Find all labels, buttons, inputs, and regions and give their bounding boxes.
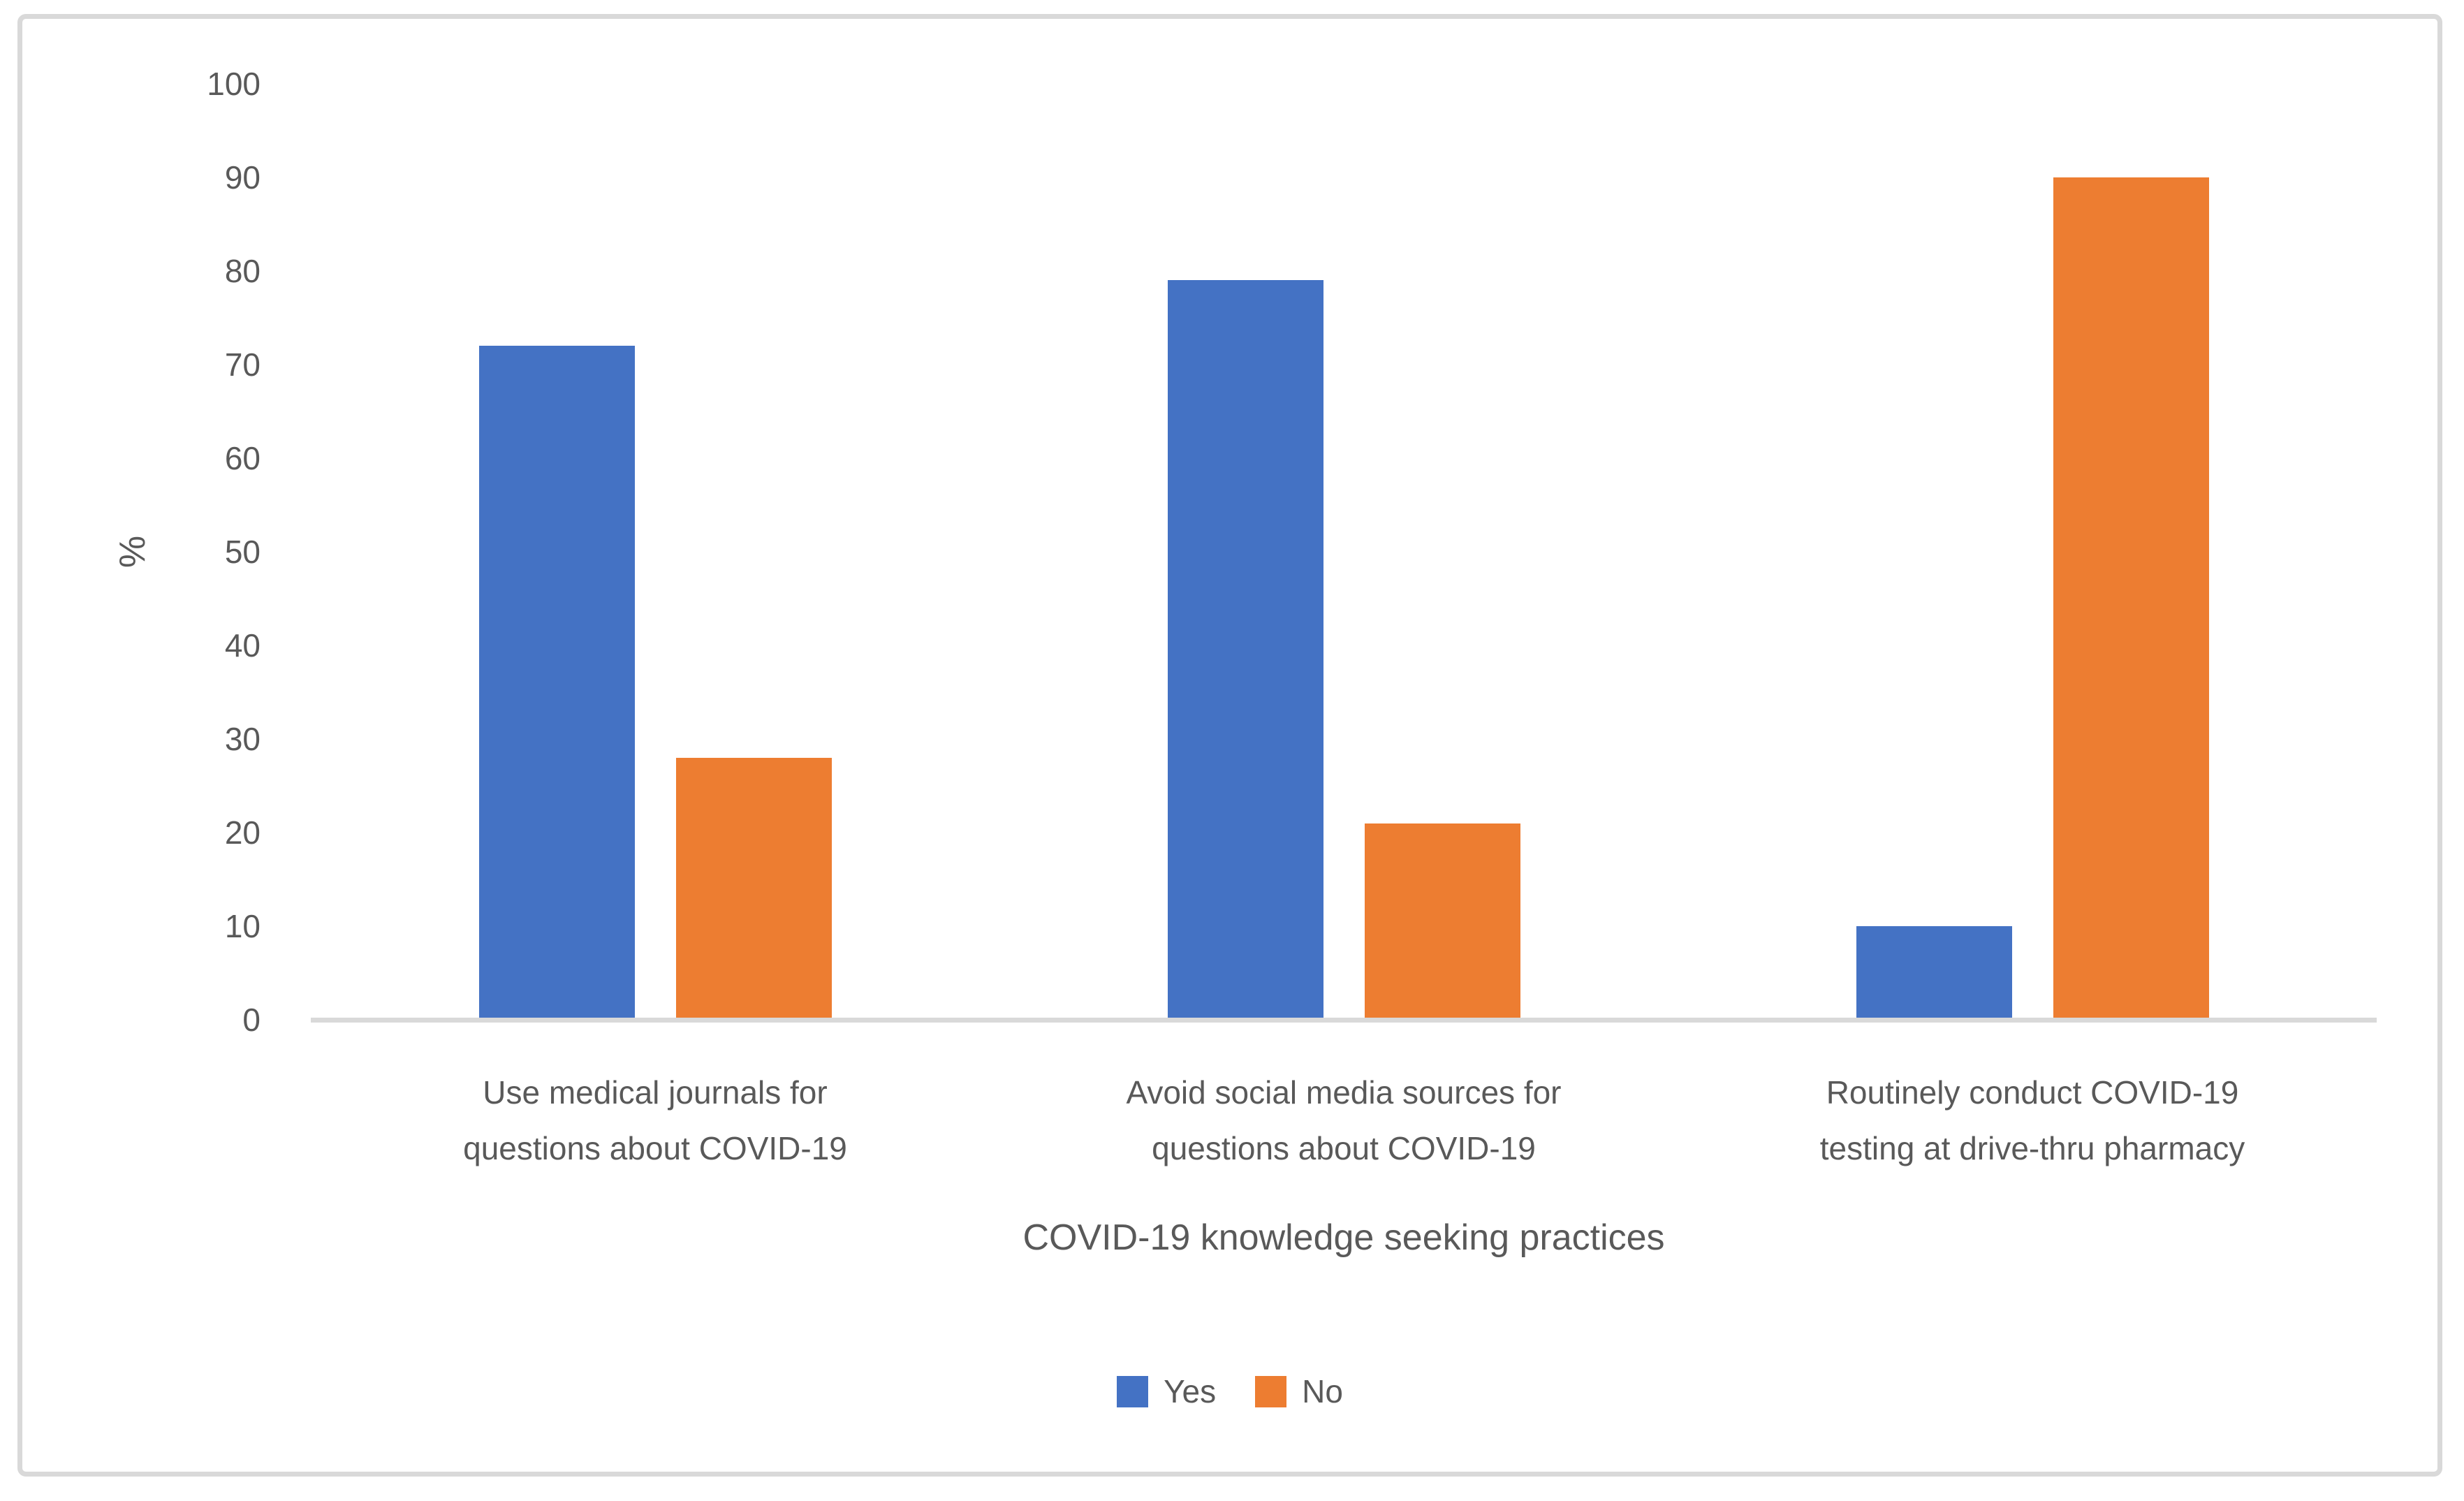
bar-yes-category-2 xyxy=(1167,280,1323,1020)
category-label-line: Avoid social media sources for xyxy=(1126,1074,1562,1111)
legend-swatch-yes xyxy=(1117,1375,1149,1407)
y-tick-label: 30 xyxy=(224,721,261,757)
y-tick-label: 40 xyxy=(224,627,261,664)
bar-yes-category-1 xyxy=(478,346,635,1020)
legend-item-yes: Yes xyxy=(1117,1372,1216,1410)
x-axis-line xyxy=(311,1018,2377,1023)
category-label-line: Use medical journals for xyxy=(483,1074,828,1111)
y-tick-label: 0 xyxy=(242,1002,261,1038)
y-tick-label: 10 xyxy=(224,908,261,944)
legend-item-no: No xyxy=(1255,1372,1343,1410)
bar-no-category-2 xyxy=(1364,823,1520,1020)
y-tick-label: 50 xyxy=(224,534,261,570)
y-tick-label: 20 xyxy=(224,814,261,851)
y-tick-label: 60 xyxy=(224,440,261,476)
chart-legend: Yes No xyxy=(22,1370,2437,1412)
legend-swatch-no xyxy=(1255,1375,1287,1407)
category-label-line: Routinely conduct COVID-19 xyxy=(1826,1074,2239,1111)
category-label-line: questions about COVID-19 xyxy=(463,1130,847,1166)
category-label-1: Use medical journals for questions about … xyxy=(311,1064,999,1176)
x-axis-title: COVID-19 knowledge seeking practices xyxy=(1022,1217,1665,1258)
bar-no-category-1 xyxy=(675,757,832,1020)
plot-area xyxy=(311,84,2377,1020)
category-label-3: Routinely conduct COVID-19 testing at dri… xyxy=(1688,1064,2377,1176)
y-tick-label: 90 xyxy=(224,159,261,196)
legend-label: No xyxy=(1302,1373,1343,1410)
y-tick-label: 80 xyxy=(224,253,261,289)
category-label-2: Avoid social media sources for questions … xyxy=(999,1064,1688,1176)
bar-yes-category-3 xyxy=(1856,926,2012,1020)
x-axis-category-labels: Use medical journals for questions about … xyxy=(311,1064,2377,1204)
category-label-line: testing at drive-thru pharmacy xyxy=(1819,1130,2245,1166)
bar-no-category-3 xyxy=(2053,177,2209,1020)
legend-label: Yes xyxy=(1164,1373,1217,1410)
y-tick-label: 70 xyxy=(224,346,261,383)
category-label-line: questions about COVID-19 xyxy=(1152,1130,1536,1166)
y-tick-label: 100 xyxy=(207,66,261,102)
